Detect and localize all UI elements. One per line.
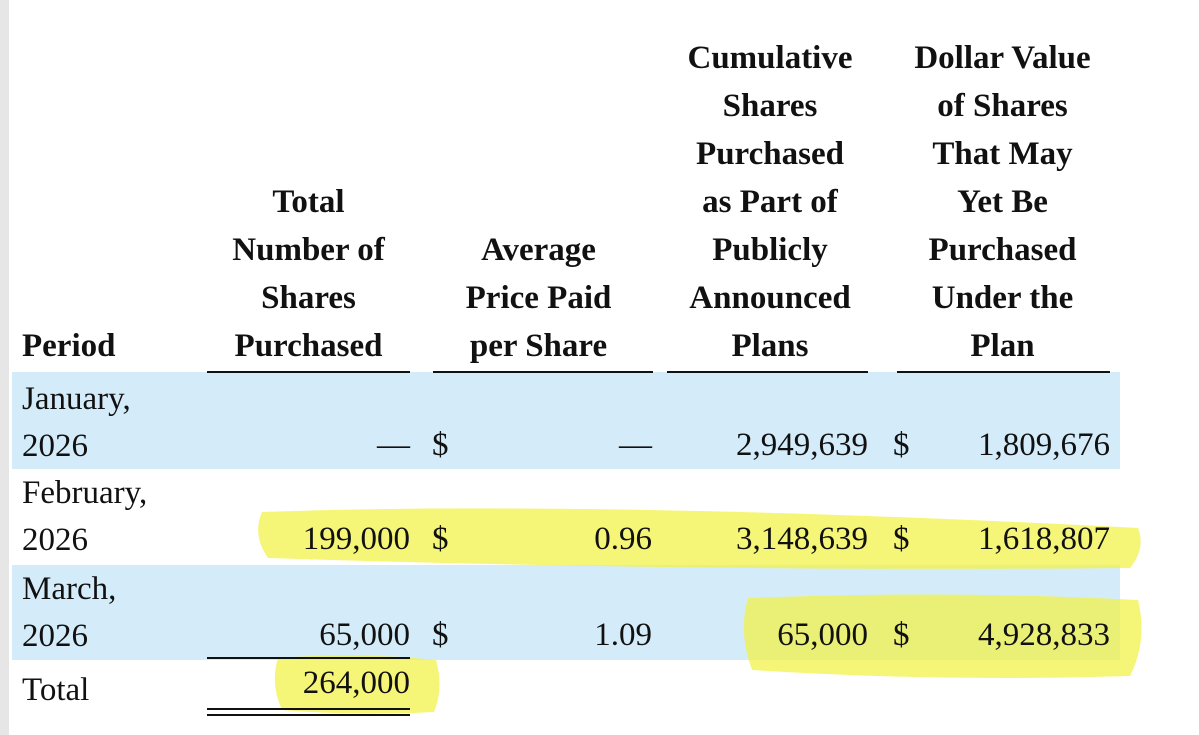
header-rule [433,371,653,373]
column-header: Period [22,322,115,370]
header-line: Dollar Value [914,40,1091,76]
period: February, 2026 [22,475,148,558]
total-rule [207,657,410,659]
column-header: Dollar Value of Shares That May Yet Be Purch… [890,34,1115,370]
header-rule [667,371,868,373]
header-line: of Shares [937,88,1068,124]
period: January, 2026 [22,381,131,464]
shares: 199,000 [302,521,410,557]
row-band [12,372,1120,469]
header-line: Period [22,328,116,364]
total-rule [207,708,410,710]
shares: 65,000 [319,617,410,653]
value: 1,618,807 [978,521,1110,557]
total-label: Total [22,672,90,708]
price-sign: $ [432,427,449,463]
value-sign: $ [893,617,910,653]
value-sign: $ [893,427,910,463]
header-line: Total [272,184,345,220]
value-sign: $ [893,521,910,557]
header-line: Yet Be [957,184,1048,220]
header-line: Shares [722,88,818,124]
value: 1,809,676 [978,427,1110,463]
header-rule [897,371,1110,373]
header-line: Under the [931,280,1074,316]
header-line: Purchased [696,136,844,172]
edge [0,0,9,735]
highlight [258,508,1141,569]
column-header: Average Price Paid per Share [430,226,647,370]
cumulative: 3,148,639 [736,521,868,557]
shares: — [377,427,410,463]
header-line: That May [932,136,1073,172]
price: 1.09 [594,617,652,653]
column-header: Cumulative Shares Purchased as Part of Publi… [665,34,875,370]
price: 0.96 [594,521,652,557]
highlight [274,655,440,714]
header-line: Plans [731,328,809,364]
header-line: Announced [689,280,851,316]
header-line: Cumulative [687,40,853,76]
highlight [743,594,1142,678]
value: 4,928,833 [978,617,1110,653]
header-line: Shares [261,280,356,316]
header-line: per Share [469,328,608,364]
header-line: as Part of [702,184,838,220]
total-shares: 264,000 [302,665,410,701]
header-line: Publicly [712,232,828,268]
header-line: Number of [232,232,385,268]
price-sign: $ [432,617,449,653]
header-line: Purchased [234,328,383,364]
total-rule [207,714,410,716]
period: March, 2026 [22,571,117,654]
price: — [619,427,652,463]
cumulative: 65,000 [777,617,868,653]
header-line: Average [481,232,596,268]
header-line: Purchased [928,232,1077,268]
column-header: Total Number of Shares Purchased [205,178,412,370]
header-line: Plan [970,328,1035,364]
price-sign: $ [432,521,449,557]
header-line: Price Paid [465,280,612,316]
cumulative: 2,949,639 [736,427,868,463]
header-rule [207,371,410,373]
